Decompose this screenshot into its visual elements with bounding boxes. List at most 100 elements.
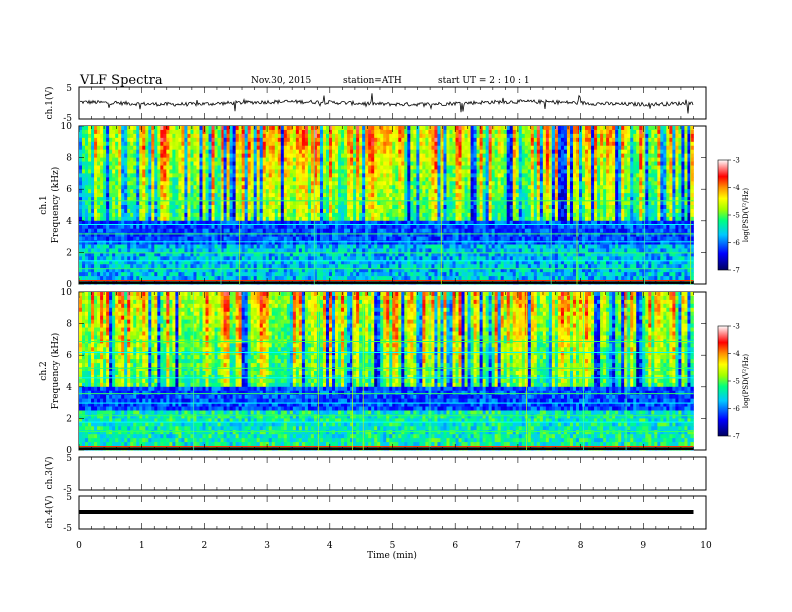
spectrogram-cell [612,145,616,151]
spectrogram-cell [304,189,309,194]
spectrogram-cell [139,153,143,158]
spectrogram-cell [350,177,354,182]
spectrogram-cell [313,165,318,170]
spectrogram-cell [530,201,535,206]
spectrogram-cell [551,173,556,178]
spectrogram-cell [488,133,493,139]
spectrogram-cell [238,169,243,174]
spectrogram-cell [636,145,640,151]
spectrogram-cell [145,201,149,206]
spectrogram-cell [443,149,447,155]
spectrogram-cell [515,141,520,147]
spectrogram-cell [344,129,348,135]
spectrogram-cell [404,208,408,214]
spectrogram-cell [280,141,285,147]
spectrogram-cell [627,149,631,155]
spectrogram-cell [103,177,107,182]
spectrogram-cell [307,141,312,147]
spectrogram-cell [455,169,459,174]
spectrogram-cell [350,129,354,135]
spectrogram-cell [563,212,568,218]
spectrogram-cell [443,145,447,151]
spectrogram-cell [410,153,414,158]
spectrogram-cell [588,137,592,143]
spectrogram-cell [163,220,167,226]
spectrogram-cell [307,129,312,135]
spectrogram-cell [413,141,417,147]
spectrogram-cell [341,165,345,170]
spectrogram-cell [612,137,616,143]
spectrogram-cell [422,185,426,190]
spectrogram-cell [307,169,312,174]
spectrogram-cell [566,173,571,178]
spectrogram-cell [633,169,637,174]
spectrogram-cell [127,216,131,222]
spectrogram-cell [286,220,291,226]
spectrogram-cell [115,169,119,174]
spectrogram-cell [341,208,345,214]
spectrogram-cell [512,205,517,210]
spectrogram-cell [497,137,502,143]
spectrogram-cell [449,137,453,143]
spectrogram-cell [669,141,673,147]
spectrogram-cell [548,185,553,190]
spectrogram-cell [304,141,309,147]
spectrogram-cell [542,126,547,131]
spectrogram-cell [539,145,544,151]
spectrogram-cell [588,185,592,190]
spectrogram-cell [205,126,209,131]
spectrogram-cell [124,177,128,182]
spectrogram-cell [184,181,188,186]
spectrogram-cell [374,208,378,214]
spectrogram-cell [470,216,474,222]
spectrogram-cell [383,145,387,151]
spectrogram-cell [672,133,676,139]
spectrogram-cell [639,157,643,162]
spectrogram-cell [268,181,273,186]
spectrogram-cell [329,129,333,135]
spectrogram-cell [485,185,490,190]
spectrogram-cell [425,141,429,147]
spectrogram-cell [341,212,345,218]
spectrogram-cell [506,193,511,198]
spectrogram-cell [184,208,188,214]
spectrogram-cell [527,185,532,190]
spectrogram-cell [597,141,601,147]
spectrogram-cell [211,145,215,151]
spectrogram-cell [461,129,465,135]
spectrogram-cell [196,165,200,170]
spectrogram-cell [582,216,586,222]
spectrogram-cell [154,220,158,226]
spectrogram-cell [386,145,390,151]
spectrogram-cell [350,181,354,186]
spectrogram-cell [335,157,339,162]
spectrogram-cell [154,129,158,135]
spectrogram-cell [313,157,318,162]
spectrogram-cell [666,149,670,155]
spectrogram-cell [190,208,194,214]
spectrogram-cell [533,126,538,131]
spectrogram-cell [368,169,372,174]
spectrogram-cell [283,145,288,151]
spectrogram-cell [678,141,682,147]
spectrogram-cell [214,189,218,194]
spectrogram-cell [199,185,203,190]
spectrogram-cell [618,181,622,186]
spectrogram-cell [446,149,450,155]
spectrogram-cell [551,149,556,155]
spectrogram-cell [211,216,215,222]
spectrogram-cell [566,181,571,186]
spectrogram-cell [422,181,426,186]
spectrogram-cell [434,169,438,174]
spectrogram-cell [503,201,508,206]
spectrogram-cell [112,126,116,131]
spectrogram-cell [476,137,480,143]
spectrogram-cell [684,169,688,174]
spectrogram-cell [217,216,221,222]
spectrogram-cell [654,173,658,178]
spectrogram-cell [133,149,137,155]
spectrogram-cell [130,137,134,143]
spectrogram-cell [166,181,170,186]
spectrogram-cell [606,173,610,178]
spectrogram-cell [446,185,450,190]
